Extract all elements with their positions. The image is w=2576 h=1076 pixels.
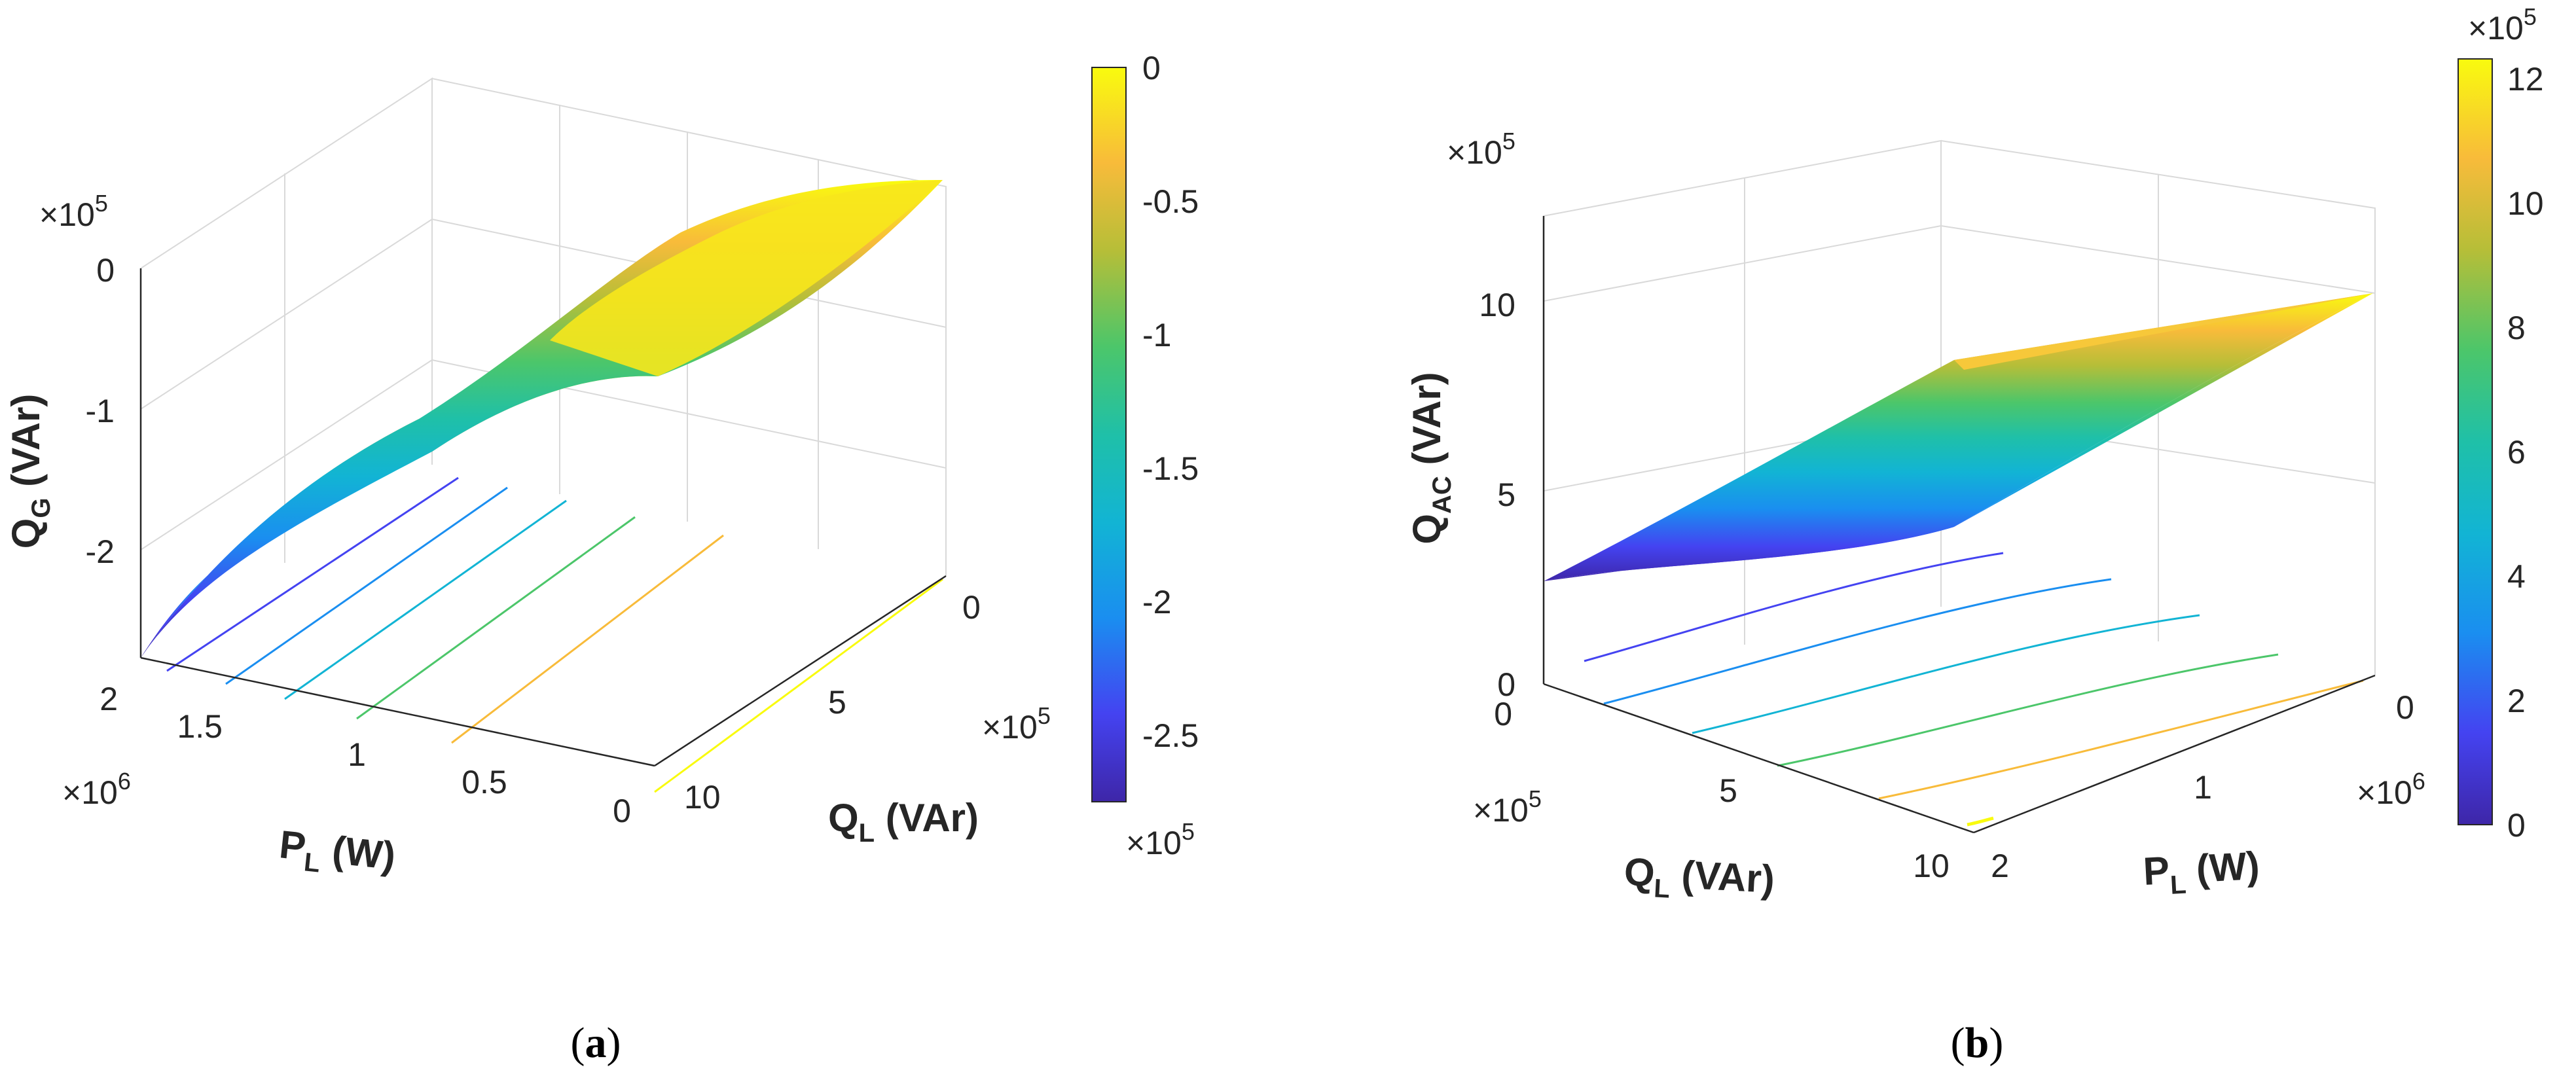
panel-b-y-tick-1: 5 [1719, 772, 1737, 809]
panel-a-colorbar-tick-2: -1 [1142, 317, 1171, 353]
panel-a-surface [141, 180, 943, 658]
panel-b: 0 5 10 0 5 10 2 1 0 ×105 ×105 ×106 QAC (… [1405, 3, 2544, 1067]
panel-b-surface [1544, 293, 2373, 581]
panel-b-colorbar-tick-1: 2 [2507, 683, 2526, 719]
panel-b-contour-line [1777, 653, 2279, 767]
panel-b-y-multiplier: ×105 [1473, 785, 1542, 829]
panel-a-contour-line [284, 499, 567, 700]
panel-b-colorbar-tick-6: 12 [2507, 61, 2544, 98]
panel-b-contour-line [1967, 816, 1994, 827]
panel-a-contour-line [166, 476, 459, 672]
panel-b-contour-line [1878, 679, 2364, 800]
panel-a-colorbar-tick-3: -1.5 [1142, 450, 1199, 487]
panel-b-contour-line [1603, 578, 2112, 705]
panel-b-z-tick-2: 10 [1479, 287, 1515, 323]
panel-b-contours [1584, 552, 2364, 827]
panel-b-surface-far-edge [1954, 293, 2373, 370]
panel-a-surface-top-highlight [550, 180, 943, 376]
panel-a-contour-line [451, 534, 724, 744]
panel-a-x-tick-2: 1 [348, 736, 366, 773]
panel-b-colorbar-tick-3: 6 [2507, 434, 2526, 471]
panel-a-grid-line [140, 359, 433, 550]
panel-b-y-tick-2: 10 [1913, 848, 1950, 884]
panel-a-grid-line [140, 219, 433, 410]
panel-b-contour-line [1584, 552, 2004, 662]
panel-b-x-tick-0: 2 [1991, 848, 2009, 884]
panel-a-caption: (a) [571, 1019, 621, 1067]
panel-b-x-label: PL (W) [2142, 844, 2261, 901]
panel-a-back-wall-right [431, 78, 947, 576]
panel-a-z-tick-0: 0 [96, 252, 115, 289]
panel-a-x-tick-4: 0 [613, 793, 631, 829]
panel-a-contour-line [654, 578, 943, 793]
panel-b-caption: (b) [1951, 1019, 2004, 1067]
panel-a-colorbar-gradient [1091, 67, 1127, 802]
panel-a-y-label: QL (VAr) [828, 796, 979, 848]
panel-a-y-tick-2: 10 [684, 779, 721, 816]
panel-a-z-tick-1: -1 [86, 393, 115, 429]
panel-a-contour-line [356, 516, 636, 720]
panel-a-y-tick-0: 0 [962, 589, 981, 626]
panel-b-ticks: 0 5 10 0 5 10 2 1 0 [1479, 287, 2414, 884]
panel-a-colorbar-tick-0: 0 [1142, 50, 1161, 86]
panel-b-y-tick-0: 0 [1494, 696, 1512, 732]
panel-b-y-axis-line [1543, 683, 1974, 834]
panel-a-x-tick-0: 2 [100, 681, 118, 717]
panel-a-surface-side [141, 373, 658, 658]
panel-a-colorbar-tick-5: -2.5 [1142, 717, 1199, 754]
panel-b-colorbar-tick-4: 8 [2507, 310, 2526, 346]
panel-a-contours [166, 476, 943, 793]
panel-b-x-multiplier: ×106 [2357, 768, 2425, 811]
panel-b-colorbar-multiplier: ×105 [2468, 3, 2537, 46]
panel-a-z-multiplier: ×105 [39, 190, 108, 233]
panel-b-colorbar-tick-2: 4 [2507, 558, 2526, 595]
panel-b-x-tick-2: 0 [2396, 689, 2414, 726]
panel-a-colorbar: 0 -0.5 -1 -1.5 -2 -2.5 ×105 [1091, 50, 1199, 861]
panel-a-colorbar-tick-4: -2 [1142, 584, 1171, 620]
panel-b-y-label: QL (VAr) [1623, 850, 1776, 909]
panel-a-ticks: 0 -1 -2 2 1.5 1 0.5 0 0 5 10 [86, 252, 981, 829]
panel-a-y-axis-line [654, 575, 947, 767]
panel-b-z-multiplier: ×105 [1447, 128, 1515, 171]
panel-a-x-tick-3: 0.5 [462, 764, 507, 800]
panel-b-x-tick-1: 1 [2194, 769, 2212, 806]
panel-a-z-tick-2: -2 [86, 533, 115, 570]
panel-b-grid-line [1543, 225, 1942, 302]
panel-b-z-tick-1: 5 [1497, 476, 1515, 513]
panel-b-colorbar-tick-5: 10 [2507, 185, 2544, 222]
panel-b-colorbar: 0 2 4 6 8 10 12 ×105 [2458, 3, 2544, 844]
panel-a-colorbar-tick-1: -0.5 [1142, 183, 1199, 220]
panel-a-contour-line [225, 486, 508, 685]
panel-a-y-tick-1: 5 [828, 684, 846, 721]
panel-b-surface-top [1544, 293, 2373, 581]
panel-a-x-tick-1: 1.5 [177, 708, 223, 745]
panel-b-z-label: QAC (VAr) [1405, 372, 1457, 544]
panel-a-x-multiplier: ×106 [62, 768, 131, 811]
panel-b-z-tick-0: 0 [1497, 666, 1515, 703]
panel-b-contour-line [1692, 614, 2200, 734]
panel-a-x-axis-line [140, 656, 655, 767]
panel-a-x-label: PL (W) [276, 822, 397, 886]
panel-a-z-label: QG (VAr) [4, 394, 56, 549]
panel-a-axes [139, 268, 947, 767]
panel-a: 0 -1 -2 2 1.5 1 0.5 0 0 5 10 ×105 ×106 ×… [4, 50, 1199, 1067]
panel-b-colorbar-tick-0: 0 [2507, 807, 2526, 844]
panel-b-colorbar-gradient [2458, 58, 2493, 825]
panel-b-axes [1542, 216, 2376, 834]
panel-b-back-wall-right [1940, 140, 2376, 675]
panel-b-x-axis-line [1973, 674, 2376, 834]
panel-a-colorbar-multiplier: ×105 [1126, 818, 1195, 861]
panel-a-y-multiplier: ×105 [982, 702, 1051, 745]
